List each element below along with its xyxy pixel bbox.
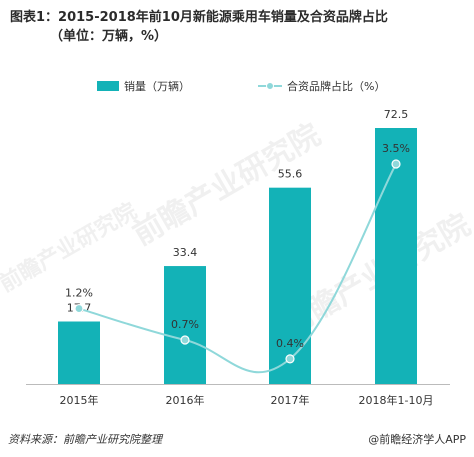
bar xyxy=(375,128,417,384)
chart-title: 图表1：2015-2018年前10月新能源乘用车销量及合资品牌占比 （单位：万辆… xyxy=(10,8,466,46)
x-tick-label: 2018年1-10月 xyxy=(359,393,434,407)
legend-label-sales: 销量（万辆） xyxy=(124,79,190,93)
bar xyxy=(269,187,311,384)
bar-value-label: 55.6 xyxy=(278,168,303,181)
brand-credit: @前瞻经济学人APP xyxy=(368,433,466,446)
x-tick-label: 2017年 xyxy=(271,393,310,407)
share-point xyxy=(180,335,190,345)
chart-title-line2: （单位：万辆，%） xyxy=(50,29,168,44)
share-value-label: 1.2% xyxy=(65,287,93,300)
share-value-label: 3.5% xyxy=(382,142,410,155)
share-point xyxy=(285,354,295,364)
x-tick-label: 2016年 xyxy=(166,393,205,407)
bar-value-label: 33.4 xyxy=(173,246,198,259)
legend-swatch-sales xyxy=(97,81,119,91)
share-value-label: 0.4% xyxy=(276,337,304,350)
bar xyxy=(164,266,206,384)
legend-label-share: 合资品牌占比（%） xyxy=(287,79,385,93)
bar xyxy=(58,321,100,384)
share-line xyxy=(78,163,397,374)
share-point xyxy=(74,303,84,314)
x-tick-label: 2015年 xyxy=(60,393,99,407)
bar-value-label: 72.5 xyxy=(384,108,409,121)
share-point xyxy=(391,159,401,169)
share-value-label: 0.7% xyxy=(171,318,199,331)
source-note: 资料来源：前瞻产业研究院整理 xyxy=(8,433,162,446)
chart-title-line1: 图表1：2015-2018年前10月新能源乘用车销量及合资品牌占比 xyxy=(10,10,388,25)
legend-marker-share xyxy=(266,82,274,90)
